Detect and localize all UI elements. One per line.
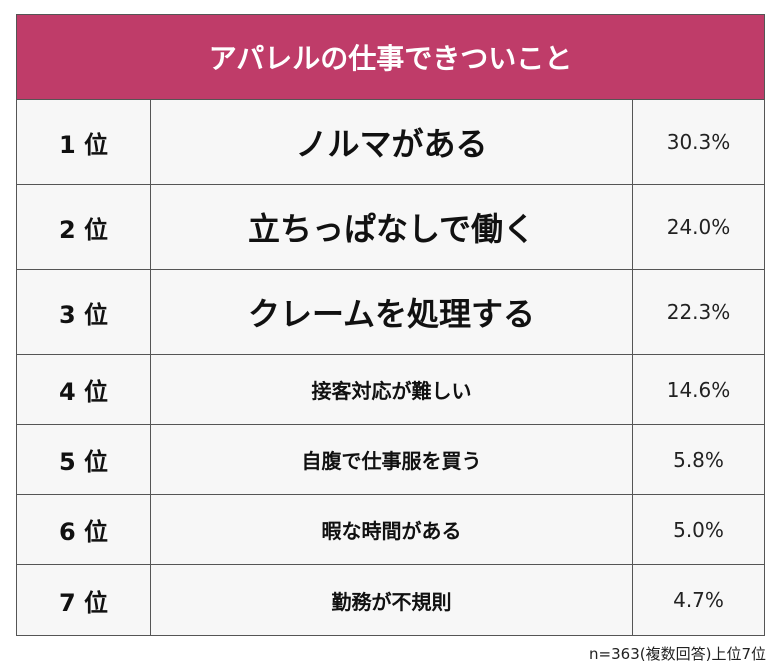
rank: 4 位 — [17, 355, 151, 424]
percentage: 30.3% — [666, 130, 731, 154]
rank: 2 位 — [17, 185, 151, 269]
item: クレームを処理する — [151, 270, 633, 354]
rank: 3 位 — [17, 270, 151, 354]
rank: 7 位 — [17, 565, 151, 635]
rank: 1 位 — [17, 100, 151, 184]
table-row: 6 位暇な時間がある 5.0% — [17, 495, 764, 565]
item: 立ちっぱなしで働く — [151, 185, 633, 269]
item: 勤務が不規則 — [151, 565, 633, 635]
table-body: 1 位ノルマがある 30.3% 2 位立ちっぱなしで働く 24.0% 3 位クレームを処… — [17, 100, 764, 635]
percentage: 24.0% — [666, 215, 731, 239]
percentage: 22.3% — [666, 300, 731, 324]
footnote: n=363(複数回答)上位7位 — [589, 645, 766, 663]
table-row: 7 位勤務が不規則 4.7% — [17, 565, 764, 635]
percentage: 5.8% — [673, 447, 724, 472]
percentage: 4.7% — [673, 588, 724, 612]
table-row: 3 位クレームを処理する 22.3% — [17, 270, 764, 355]
percentage: 5.0% — [673, 517, 724, 542]
rank: 6 位 — [17, 495, 151, 564]
ranking-table: アパレルの仕事できついこと 1 位ノルマがある 30.3% 2 位立ちっぱなしで働く… — [16, 14, 765, 636]
table-row: 5 位自腹で仕事服を買う 5.8% — [17, 425, 764, 495]
item: 暇な時間がある — [151, 495, 633, 564]
table-row: 1 位ノルマがある 30.3% — [17, 100, 764, 185]
item: 接客対応が難しい — [151, 355, 633, 424]
table-row: 2 位立ちっぱなしで働く 24.0% — [17, 185, 764, 270]
table-title: アパレルの仕事できついこと — [17, 15, 764, 100]
table-row: 4 位接客対応が難しい 14.6% — [17, 355, 764, 425]
item: ノルマがある — [151, 100, 633, 184]
percentage: 14.6% — [666, 377, 731, 402]
item: 自腹で仕事服を買う — [151, 425, 633, 494]
rank: 5 位 — [17, 425, 151, 494]
